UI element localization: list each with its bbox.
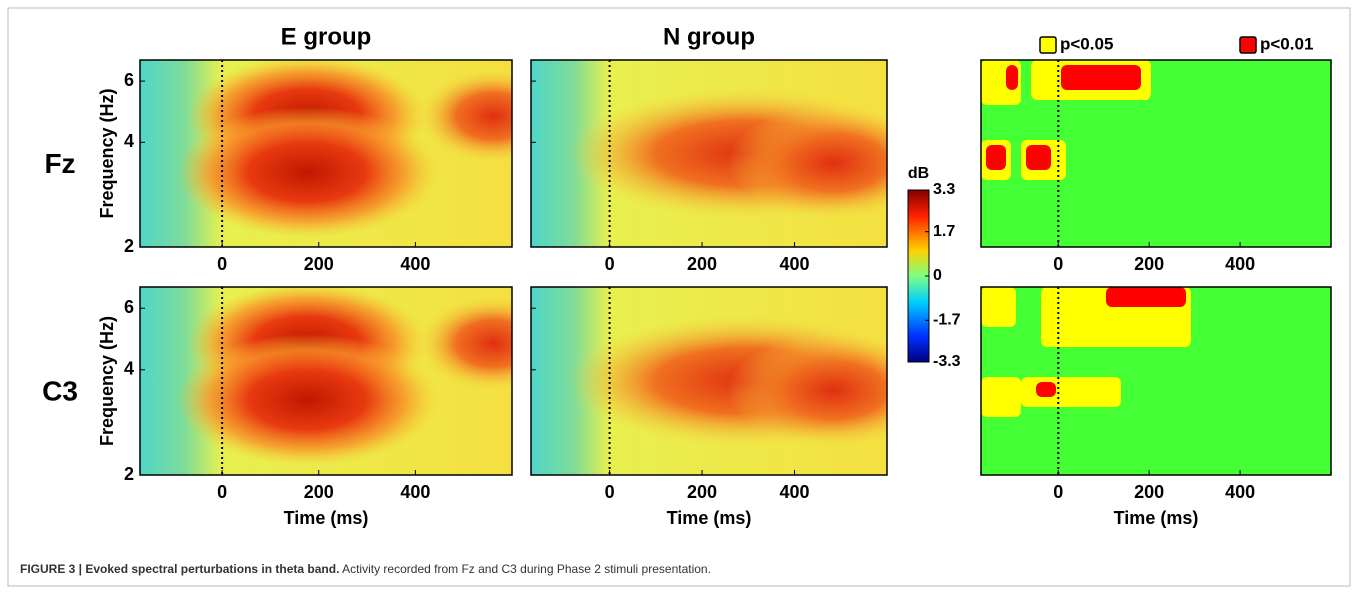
x-tick-label: 400 — [1225, 482, 1255, 502]
y-tick-label: 4 — [124, 131, 134, 151]
heat-blob — [177, 106, 438, 238]
significance-region — [986, 145, 1006, 170]
y-tick-label: 4 — [124, 359, 134, 379]
heatmap — [981, 287, 1331, 475]
colorbar-tick-label: -3.3 — [933, 353, 961, 370]
colorbar-tick-label: -1.7 — [933, 312, 961, 329]
significance-region — [981, 287, 1016, 327]
colorbar-tick-label: 0 — [933, 267, 942, 284]
x-tick-label: 400 — [400, 482, 430, 502]
significance-region — [1061, 65, 1141, 90]
heat-blob — [419, 69, 512, 163]
legend-swatch — [1039, 36, 1057, 54]
x-axis-label: Time (ms) — [667, 508, 752, 528]
panel: 0 200 400 Time (ms) — [980, 286, 1332, 528]
caption-label: FIGURE 3 | Evoked spectral perturbations… — [20, 562, 339, 576]
x-tick-label: 200 — [687, 254, 717, 274]
x-tick-label: 0 — [217, 482, 227, 502]
heat-blob — [726, 334, 887, 447]
colorbar-tick-label: 3.3 — [933, 181, 955, 198]
significance-region — [1106, 287, 1186, 307]
axes-box — [139, 286, 513, 476]
colorbar-tick-label: 1.7 — [933, 223, 955, 240]
heatmap — [140, 60, 512, 247]
x-tick-label: 400 — [400, 254, 430, 274]
axes-box — [530, 59, 888, 248]
frame — [7, 7, 1351, 587]
legend-swatch — [1239, 36, 1257, 54]
y-tick-label: 2 — [124, 464, 134, 484]
x-tick-label: 200 — [1134, 482, 1164, 502]
significance-region — [1036, 382, 1056, 397]
significance-region — [981, 377, 1021, 417]
significance-region — [1021, 377, 1121, 407]
x-tick-label: 400 — [780, 482, 810, 502]
x-axis-label: Time (ms) — [1114, 508, 1199, 528]
panel: 0 200 400 — [530, 59, 888, 274]
x-tick-label: 200 — [687, 482, 717, 502]
axes-box — [980, 59, 1332, 248]
axes-box — [530, 286, 888, 476]
caption-text: Activity recorded from Fz and C3 during … — [342, 562, 711, 576]
y-axis-label: Frequency (Hz) — [97, 316, 117, 446]
x-tick-label: 200 — [304, 482, 334, 502]
column-title: N group — [663, 23, 755, 50]
panel: 0 200 400 2 4 6 Frequency (Hz) — [97, 59, 513, 274]
x-tick-label: 0 — [605, 482, 615, 502]
legend-label: p<0.05 — [1060, 34, 1113, 53]
x-tick-label: 200 — [304, 254, 334, 274]
colorbar-label: dB — [908, 165, 929, 182]
y-axis-label: Frequency (Hz) — [97, 88, 117, 218]
x-tick-label: 400 — [780, 254, 810, 274]
axes-box — [139, 59, 513, 248]
row-label: C3 — [42, 375, 78, 406]
caption: FIGURE 3 | Evoked spectral perturbations… — [20, 562, 711, 576]
row-label: Fz — [44, 148, 75, 179]
column-title: E group — [281, 23, 372, 50]
y-tick-label: 6 — [124, 297, 134, 317]
panel: 0 200 400 — [980, 59, 1332, 274]
legend-label: p<0.01 — [1260, 34, 1313, 53]
significance-region — [1026, 145, 1051, 170]
heatmap — [531, 60, 887, 247]
x-tick-label: 0 — [605, 254, 615, 274]
heatmap — [531, 287, 887, 475]
x-tick-label: 200 — [1134, 254, 1164, 274]
heat-blob — [726, 106, 887, 219]
panel: 0 200 400 2 4 6 Frequency (Hz) Time (ms) — [97, 286, 513, 528]
heat-blob — [419, 296, 512, 391]
y-tick-label: 2 — [124, 236, 134, 256]
y-tick-label: 6 — [124, 70, 134, 90]
x-tick-label: 400 — [1225, 254, 1255, 274]
heat-blob — [177, 334, 438, 466]
x-axis-label: Time (ms) — [284, 508, 369, 528]
x-tick-label: 0 — [1053, 254, 1063, 274]
heatmap — [981, 60, 1331, 247]
x-tick-label: 0 — [1053, 482, 1063, 502]
x-tick-label: 0 — [217, 254, 227, 274]
panel: 0 200 400 Time (ms) — [530, 286, 888, 528]
significance-region — [1006, 65, 1018, 90]
heatmap — [140, 287, 512, 475]
axes-box — [980, 286, 1332, 476]
